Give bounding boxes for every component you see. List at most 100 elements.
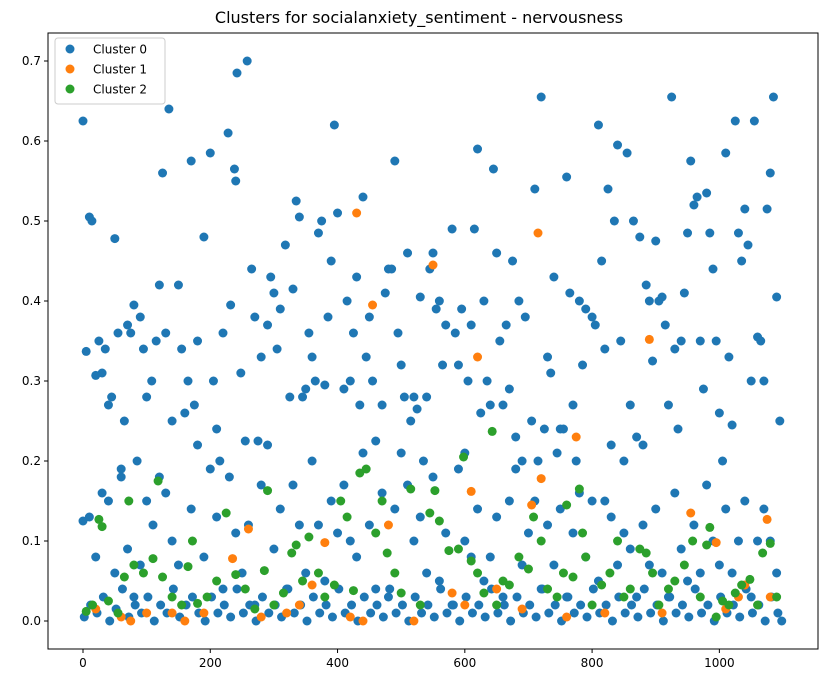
scatter-point: [212, 576, 222, 586]
scatter-point: [639, 584, 649, 594]
scatter-point: [415, 292, 425, 302]
scatter-point: [520, 312, 530, 322]
scatter-point: [126, 616, 136, 626]
scatter-point: [123, 544, 133, 554]
scatter-point: [514, 552, 524, 562]
scatter-point: [364, 520, 374, 530]
scatter-point: [467, 608, 477, 618]
scatter-point: [180, 408, 190, 418]
scatter-point: [187, 536, 197, 546]
scatter-point: [84, 512, 94, 522]
scatter-point: [721, 148, 731, 158]
scatter-point: [352, 208, 362, 218]
scatter-point: [247, 264, 257, 274]
scatter-point: [269, 600, 279, 610]
scatter-point: [232, 68, 242, 78]
scatter-point: [536, 536, 546, 546]
scatter-point: [423, 600, 433, 610]
scatter-point: [142, 608, 152, 618]
scatter-point: [103, 400, 113, 410]
scatter-point: [587, 312, 597, 322]
scatter-point: [772, 292, 782, 302]
scatter-point: [294, 212, 304, 222]
scatter-point: [466, 320, 476, 330]
scatter-point: [576, 600, 586, 610]
scatter-point: [651, 504, 661, 514]
scatter-point: [219, 600, 229, 610]
scatter-point: [453, 360, 463, 370]
scatter-point: [232, 584, 242, 594]
scatter-point: [460, 536, 470, 546]
scatter-point: [339, 480, 349, 490]
scatter-point: [495, 336, 505, 346]
scatter-point: [740, 496, 750, 506]
scatter-point: [315, 608, 325, 618]
scatter-point: [448, 600, 458, 610]
scatter-point: [321, 600, 331, 610]
scatter-point: [348, 586, 358, 596]
scatter-point: [644, 560, 654, 570]
scatter-point: [313, 568, 323, 578]
scatter-point: [218, 584, 228, 594]
scatter-point: [266, 272, 276, 282]
scatter-point: [200, 616, 210, 626]
scatter-point: [648, 568, 658, 578]
scatter-point: [189, 400, 199, 410]
scatter-point: [453, 464, 463, 474]
scatter-point: [345, 612, 355, 622]
scatter-point: [459, 452, 469, 462]
scatter-point: [320, 576, 330, 586]
scatter-point: [212, 512, 222, 522]
scatter-point: [94, 514, 104, 524]
scatter-point: [775, 416, 785, 426]
legend: Cluster 0 Cluster 1 Cluster 2: [54, 37, 166, 105]
scatter-point: [138, 344, 148, 354]
scatter-point: [361, 352, 371, 362]
scatter-point: [511, 432, 521, 442]
scatter-point: [409, 392, 419, 402]
scatter-point: [660, 320, 670, 330]
scatter-point: [447, 224, 457, 234]
scatter-point: [333, 528, 343, 538]
scatter-point: [671, 608, 681, 618]
scatter-point: [641, 548, 651, 558]
scatter-point: [361, 464, 371, 474]
scatter-point: [613, 536, 623, 546]
scatter-point: [574, 484, 584, 494]
legend-box: [54, 37, 166, 105]
scatter-point: [177, 600, 187, 610]
scatter-point: [686, 508, 696, 518]
scatter-point: [228, 554, 238, 564]
scatter-point: [670, 576, 680, 586]
scatter-point: [676, 544, 686, 554]
scatter-point: [616, 336, 626, 346]
scatter-point: [129, 592, 139, 602]
scatter-point: [307, 456, 317, 466]
scatter-point: [670, 488, 680, 498]
scatter-point: [593, 120, 603, 130]
legend-marker: [65, 64, 75, 74]
scatter-point: [597, 580, 607, 590]
legend-label: Cluster 0: [93, 43, 147, 57]
scatter-point: [762, 514, 772, 524]
scatter-point: [762, 204, 772, 214]
scatter-point: [418, 456, 428, 466]
scatter-point: [81, 346, 91, 356]
scatter-point: [142, 496, 152, 506]
scatter-point: [633, 612, 643, 622]
scatter-point: [399, 392, 409, 402]
scatter-point: [205, 148, 215, 158]
scatter-point: [288, 284, 298, 294]
scatter-point: [406, 416, 416, 426]
scatter-point: [745, 574, 755, 584]
scatter-point: [644, 334, 654, 344]
scatter-point: [474, 600, 484, 610]
scatter-point: [677, 600, 687, 610]
scatter-point: [733, 536, 743, 546]
scatter-point: [480, 612, 490, 622]
scatter-point: [527, 500, 537, 510]
points-layer: [78, 56, 787, 626]
scatter-point: [600, 496, 610, 506]
scatter-point: [562, 172, 572, 182]
